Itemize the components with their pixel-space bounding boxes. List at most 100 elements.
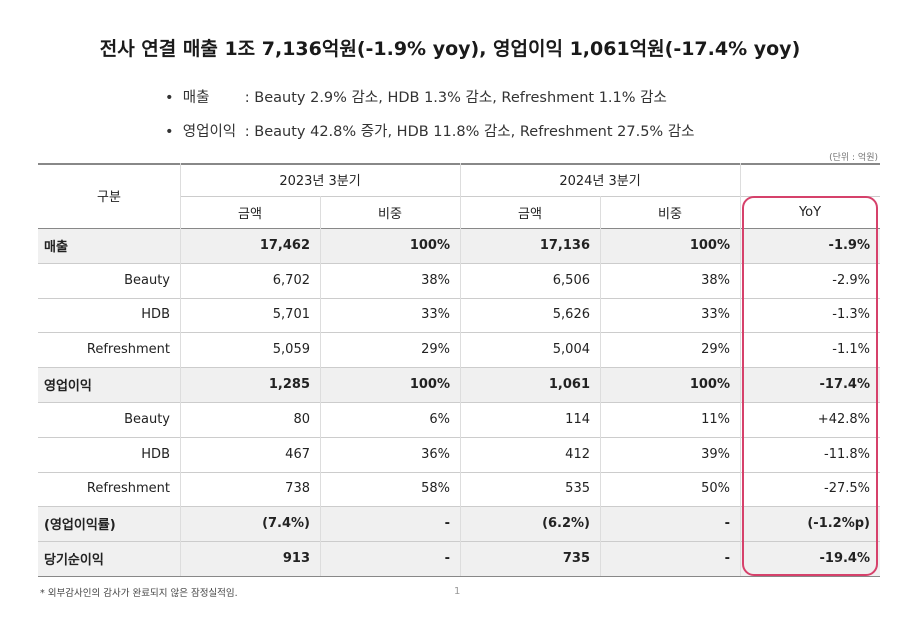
data-cell: 467	[285, 446, 310, 462]
data-cell: (7.4%)	[262, 516, 310, 532]
data-cell: 36%	[421, 446, 450, 462]
header-cell: 구분	[97, 190, 121, 205]
rule	[38, 262, 880, 264]
rule	[180, 163, 181, 576]
rule	[38, 506, 880, 508]
header-cell: 2024년 3분기	[559, 174, 641, 189]
data-cell: -17.4%	[819, 377, 871, 393]
data-cell: 6%	[429, 411, 450, 427]
data-cell: -19.4%	[819, 551, 871, 567]
data-cell: 58%	[421, 481, 450, 497]
data-cell: 29%	[701, 342, 730, 358]
bullet: • 영업이익: Beauty 42.8% 증가, HDB 11.8% 감소, R…	[165, 120, 695, 141]
data-cell: -1.9%	[828, 237, 870, 253]
data-cell: 412	[565, 446, 590, 462]
data-cell: 17,462	[259, 237, 310, 253]
rule	[38, 297, 880, 299]
data-cell: -27.5%	[824, 481, 870, 497]
rule	[38, 367, 880, 369]
data-cell: -	[724, 516, 730, 532]
data-cell: 735	[562, 551, 590, 567]
row-shade	[38, 228, 880, 263]
data-cell: 38%	[701, 272, 730, 288]
highlight-box	[742, 196, 878, 576]
unit: (단위 : 억원)	[829, 153, 878, 163]
data-cell: 6,506	[552, 272, 590, 288]
data-cell: 100%	[689, 237, 730, 253]
data-cell: -11.8%	[824, 446, 870, 462]
bullet-text: : Beauty 2.9% 감소, HDB 1.3% 감소, Refreshme…	[244, 90, 667, 106]
rule	[38, 471, 880, 473]
data-cell: 5,626	[552, 307, 590, 323]
header-cell: 2023년 3분기	[279, 174, 361, 189]
data-cell: 100%	[409, 237, 450, 253]
row-label: Refreshment	[86, 481, 170, 497]
data-cell: -	[444, 516, 450, 532]
data-cell: 33%	[701, 307, 730, 323]
data-cell: 11%	[701, 411, 730, 427]
data-cell: 5,004	[552, 342, 590, 358]
data-cell: -	[724, 551, 730, 567]
data-cell: 114	[565, 411, 590, 427]
row-label: Beauty	[124, 411, 170, 427]
header-cell: 비중	[378, 206, 402, 222]
page-number: 1	[454, 586, 461, 597]
row-label: HDB	[141, 446, 170, 462]
data-cell: 1,285	[268, 377, 310, 393]
data-cell: 33%	[421, 307, 450, 323]
rule	[38, 228, 880, 229]
rule	[38, 163, 880, 165]
data-cell: -1.3%	[832, 307, 870, 323]
rule	[38, 576, 880, 577]
data-cell: 100%	[689, 377, 730, 393]
header-cell: 금액	[238, 206, 262, 222]
header-cell: 금액	[518, 206, 542, 222]
rule	[460, 163, 461, 576]
data-cell: (6.2%)	[542, 516, 590, 532]
data-cell: 738	[285, 481, 310, 497]
data-cell: 100%	[409, 377, 450, 393]
row-shade	[38, 367, 880, 402]
row-label: 영업이익	[44, 379, 92, 395]
data-cell: +42.8%	[817, 411, 870, 427]
data-cell: -1.1%	[832, 342, 870, 358]
row-label: 당기순이익	[44, 553, 104, 569]
row-label: (영업이익률)	[44, 518, 116, 534]
rule	[38, 332, 880, 334]
rule	[600, 196, 601, 576]
rule	[180, 196, 880, 197]
data-cell: 17,136	[539, 237, 590, 253]
row-shade	[38, 506, 880, 542]
rule	[320, 196, 321, 576]
bullet-label: 매출	[182, 90, 210, 106]
data-cell: -	[444, 551, 450, 567]
row-label: Beauty	[124, 272, 170, 288]
data-cell: 80	[293, 411, 310, 427]
data-cell: 1,061	[548, 377, 590, 393]
rule	[38, 402, 880, 403]
row-shade	[38, 541, 880, 576]
rule	[740, 163, 741, 576]
row-label: 매출	[44, 239, 68, 255]
bullet: • 매출: Beauty 2.9% 감소, HDB 1.3% 감소, Refre…	[165, 86, 667, 107]
data-cell: 5,059	[272, 342, 310, 358]
data-cell: 38%	[421, 272, 450, 288]
rule	[38, 436, 880, 438]
data-cell: 50%	[701, 481, 730, 497]
data-cell: 913	[282, 551, 310, 567]
data-cell: 535	[565, 481, 590, 497]
data-cell: (-1.2%p)	[807, 516, 870, 532]
row-label: HDB	[141, 307, 170, 323]
header-cell: 비중	[658, 206, 682, 222]
footnote: * 외부감사인의 감사가 완료되지 않은 잠정실적임.	[40, 588, 238, 599]
bullet-label: 영업이익	[182, 124, 237, 140]
data-cell: 6,702	[272, 272, 310, 288]
bullet-text: : Beauty 42.8% 증가, HDB 11.8% 감소, Refresh…	[244, 124, 695, 140]
header-cell: YoY	[798, 204, 822, 220]
data-cell: 39%	[701, 446, 730, 462]
data-cell: 5,701	[272, 307, 310, 323]
title: 전사 연결 매출 1조 7,136억원(-1.9% yoy), 영업이익 1,0…	[99, 38, 801, 60]
data-cell: -2.9%	[832, 272, 870, 288]
